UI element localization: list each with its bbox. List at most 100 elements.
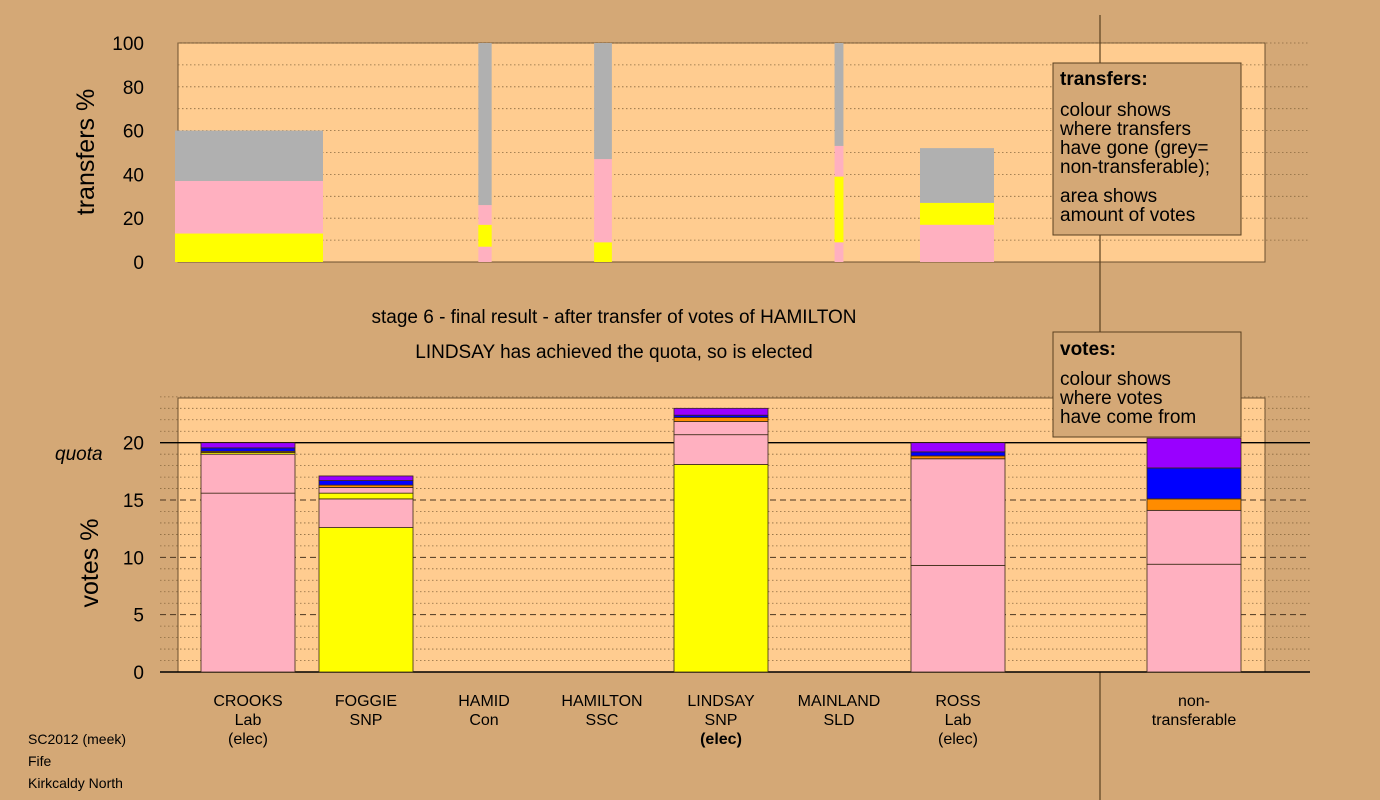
vote-bar-segment (200, 442, 296, 449)
votes-y-axis-label: votes % (76, 519, 104, 608)
votes-legend-line: where votes (1059, 388, 1162, 409)
vote-bar-segment (318, 492, 414, 500)
vote-bar-segment (673, 464, 769, 673)
candidate-party-label: Lab (945, 712, 972, 729)
transfer-bar-segment (175, 180, 323, 234)
footer-line: SC2012 (meek) (28, 731, 126, 747)
transfers-tick-label: 60 (123, 122, 144, 143)
vote-bar-segment (673, 421, 769, 436)
transfer-bar-segment (478, 43, 492, 206)
vote-bar-segment (673, 434, 769, 465)
vote-bar-segment (673, 417, 769, 422)
transfer-bar-segment (834, 43, 844, 146)
votes-tick-label: 20 (123, 434, 144, 455)
transfers-tick-label: 40 (123, 165, 144, 186)
transfer-bar-segment (594, 159, 612, 243)
vote-bar-segment (318, 480, 414, 486)
elected-caption: LINDSAY has achieved the quota, so is el… (415, 342, 813, 363)
vote-bar-segment (910, 564, 1006, 673)
transfers-tick-label: 20 (123, 209, 144, 230)
transfers-legend-line: where transfers (1059, 119, 1191, 140)
candidate-name-label: CROOKS (213, 693, 282, 710)
vote-bar-segment (673, 407, 769, 416)
candidate-party-label: SSC (586, 712, 619, 729)
candidate-party-label: Lab (235, 712, 262, 729)
candidate-name-label: ROSS (935, 693, 980, 710)
transfers-tick-label: 0 (133, 253, 144, 274)
transfers-y-ticks: 0 20 40 60 80 100 (112, 34, 144, 274)
vote-bar-segment (318, 527, 414, 673)
vote-bar-segment (318, 487, 414, 494)
transfers-tick-label: 100 (112, 34, 144, 55)
transfers-legend-line: have gone (grey= (1060, 138, 1208, 159)
footer-line: Fife (28, 753, 52, 769)
candidate-name-label: HAMILTON (561, 693, 642, 710)
candidate-party-label: SNP (350, 712, 383, 729)
votes-panel: 0 5 10 15 20 quota votes % (55, 396, 1310, 684)
stage-caption: stage 6 - final result - after transfer … (371, 307, 856, 328)
vote-bar-segment (318, 498, 414, 528)
transfers-gridlines (178, 42, 1310, 241)
vote-bar-segment (1146, 467, 1242, 500)
transfers-tick-label: 80 (123, 78, 144, 99)
votes-legend-line: have come from (1060, 407, 1196, 428)
transfer-bar-segment (834, 242, 844, 262)
transfers-y-axis-label: transfers % (72, 89, 100, 215)
vote-bar-segment (318, 475, 414, 481)
votes-tick-label: 5 (133, 606, 144, 627)
votes-legend: votes: colour shows where votes have com… (1052, 331, 1242, 438)
transfer-bar-segment (834, 176, 844, 243)
votes-tick-label: 10 (123, 548, 144, 569)
candidate-party-label: SLD (823, 712, 854, 729)
transfer-bar-segment (594, 43, 612, 160)
vote-bar-segment (910, 451, 1006, 457)
votes-legend-title: votes: (1060, 339, 1116, 360)
transfers-legend-title: transfers: (1060, 69, 1148, 90)
transfer-bar-segment (175, 233, 323, 262)
transfers-legend-line: non-transferable); (1060, 157, 1210, 178)
votes-tick-label: 0 (133, 663, 144, 684)
footer-info: SC2012 (meek) Fife Kirkcaldy North (28, 731, 126, 791)
footer-line: Kirkcaldy North (28, 775, 123, 791)
votes-legend-line: colour shows (1060, 369, 1171, 390)
candidate-labels: CROOKS Lab (elec) FOGGIE SNP HAMID Con HAMILTON… (213, 693, 1236, 748)
vote-bar-segment (910, 442, 1006, 453)
transfers-legend-line: amount of votes (1060, 205, 1195, 226)
transfer-bar-segment (594, 242, 612, 262)
candidate-name-label: LINDSAY (687, 693, 755, 710)
vote-bar-segment (1146, 509, 1242, 565)
transfer-bar-segment (478, 205, 492, 225)
vote-bar-segment (910, 458, 1006, 566)
vote-bar-segment (200, 453, 296, 494)
candidate-status-label: (elec) (228, 731, 268, 748)
transfers-bars (175, 43, 994, 262)
transfers-legend-line: area shows (1060, 186, 1157, 207)
candidate-status-label: (elec) (938, 731, 978, 748)
votes-y-ticks: 0 5 10 15 20 (123, 434, 144, 684)
transfer-bar-segment (478, 224, 492, 247)
candidate-name-label: MAINLAND (798, 693, 881, 710)
vote-bar-segment (200, 447, 296, 452)
transfer-bar-segment (920, 202, 994, 225)
transfer-bar-segment (478, 246, 492, 262)
transfer-bar-segment (920, 224, 994, 262)
candidate-name-label: HAMID (458, 693, 510, 710)
votes-bars (200, 407, 1242, 673)
votes-legend-box (1052, 331, 1242, 438)
candidate-status-label: (elec) (700, 731, 742, 748)
votes-tick-label: 15 (123, 491, 144, 512)
candidate-party-label: SNP (705, 712, 738, 729)
transfers-legend-line: colour shows (1060, 100, 1171, 121)
candidate-party-label: transferable (1152, 712, 1237, 729)
transfers-legend-box (1052, 62, 1242, 236)
transfers-legend: transfers: colour shows where transfers … (1052, 62, 1242, 236)
vote-bar-segment (1146, 563, 1242, 673)
candidate-name-label: FOGGIE (335, 693, 397, 710)
vote-bar-segment (200, 492, 296, 673)
quota-label: quota (55, 444, 103, 465)
transfer-bar-segment (920, 148, 994, 203)
transfer-bar-segment (175, 130, 323, 181)
candidate-party-label: Con (469, 712, 498, 729)
vote-bar-segment (910, 455, 1006, 460)
